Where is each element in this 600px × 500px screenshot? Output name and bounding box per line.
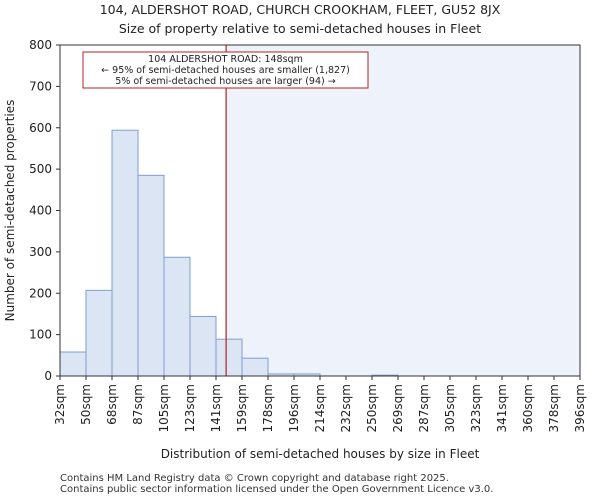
x-tick-label: 360sqm	[521, 384, 535, 432]
y-tick-label: 800	[29, 38, 52, 52]
x-tick-label: 68sqm	[105, 384, 119, 425]
bar-50sqm	[85, 289, 113, 377]
x-tick-label: 305sqm	[443, 384, 457, 432]
annotation-line-3: 5% of semi-detached houses are larger (9…	[115, 76, 335, 87]
x-tick-label: 287sqm	[417, 384, 431, 432]
footer-line-1: Contains HM Land Registry data © Crown c…	[60, 473, 449, 484]
x-tick-label: 87sqm	[131, 384, 145, 425]
y-tick-label: 500	[29, 162, 52, 176]
x-tick-label: 214sqm	[313, 384, 327, 432]
annotation-line-2: ← 95% of semi-detached houses are smalle…	[101, 65, 350, 76]
x-tick-label: 141sqm	[209, 384, 223, 432]
x-tick-label: 378sqm	[547, 384, 561, 432]
y-tick-label: 200	[29, 286, 52, 300]
annotation-line-1: 104 ALDERSHOT ROAD: 148sqm	[148, 54, 303, 65]
x-tick-label: 123sqm	[183, 384, 197, 432]
x-tick-label: 341sqm	[495, 384, 509, 432]
x-tick-label: 196sqm	[287, 384, 301, 432]
right-of-marker-shade	[226, 45, 580, 376]
x-tick-label: 396sqm	[573, 384, 587, 432]
x-tick-label: 269sqm	[391, 384, 405, 432]
y-tick-label: 600	[29, 121, 52, 135]
x-tick-label: 50sqm	[79, 384, 93, 425]
y-tick-label: 0	[44, 369, 52, 383]
x-tick-label: 323sqm	[469, 384, 483, 432]
x-tick-label: 32sqm	[53, 384, 67, 425]
bar-32sqm	[59, 351, 87, 377]
y-tick-label: 100	[29, 328, 52, 342]
bar-87sqm	[137, 174, 165, 377]
bar-68sqm	[111, 129, 139, 377]
y-tick-label: 400	[29, 204, 52, 218]
x-tick-label: 250sqm	[365, 384, 379, 432]
chart-subtitle: Size of property relative to semi-detach…	[118, 21, 482, 36]
y-axis-label: Number of semi-detached properties	[3, 100, 17, 322]
footer-line-2: Contains public sector information licen…	[60, 484, 494, 495]
bar-159sqm	[241, 357, 269, 377]
bar-141sqm	[215, 338, 243, 377]
chart-title: 104, ALDERSHOT ROAD, CHURCH CROOKHAM, FL…	[99, 2, 501, 17]
y-tick-label: 300	[29, 245, 52, 259]
x-tick-label: 159sqm	[235, 384, 249, 432]
annotation-box: 104 ALDERSHOT ROAD: 148sqm ← 95% of semi…	[82, 51, 369, 89]
bar-123sqm	[189, 315, 217, 377]
y-tick-label: 700	[29, 79, 52, 93]
bar-105sqm	[163, 256, 191, 377]
x-axis-label: Distribution of semi-detached houses by …	[161, 447, 480, 461]
x-tick-label: 105sqm	[157, 384, 171, 432]
x-tick-label: 232sqm	[339, 384, 353, 432]
x-tick-label: 178sqm	[261, 384, 275, 432]
